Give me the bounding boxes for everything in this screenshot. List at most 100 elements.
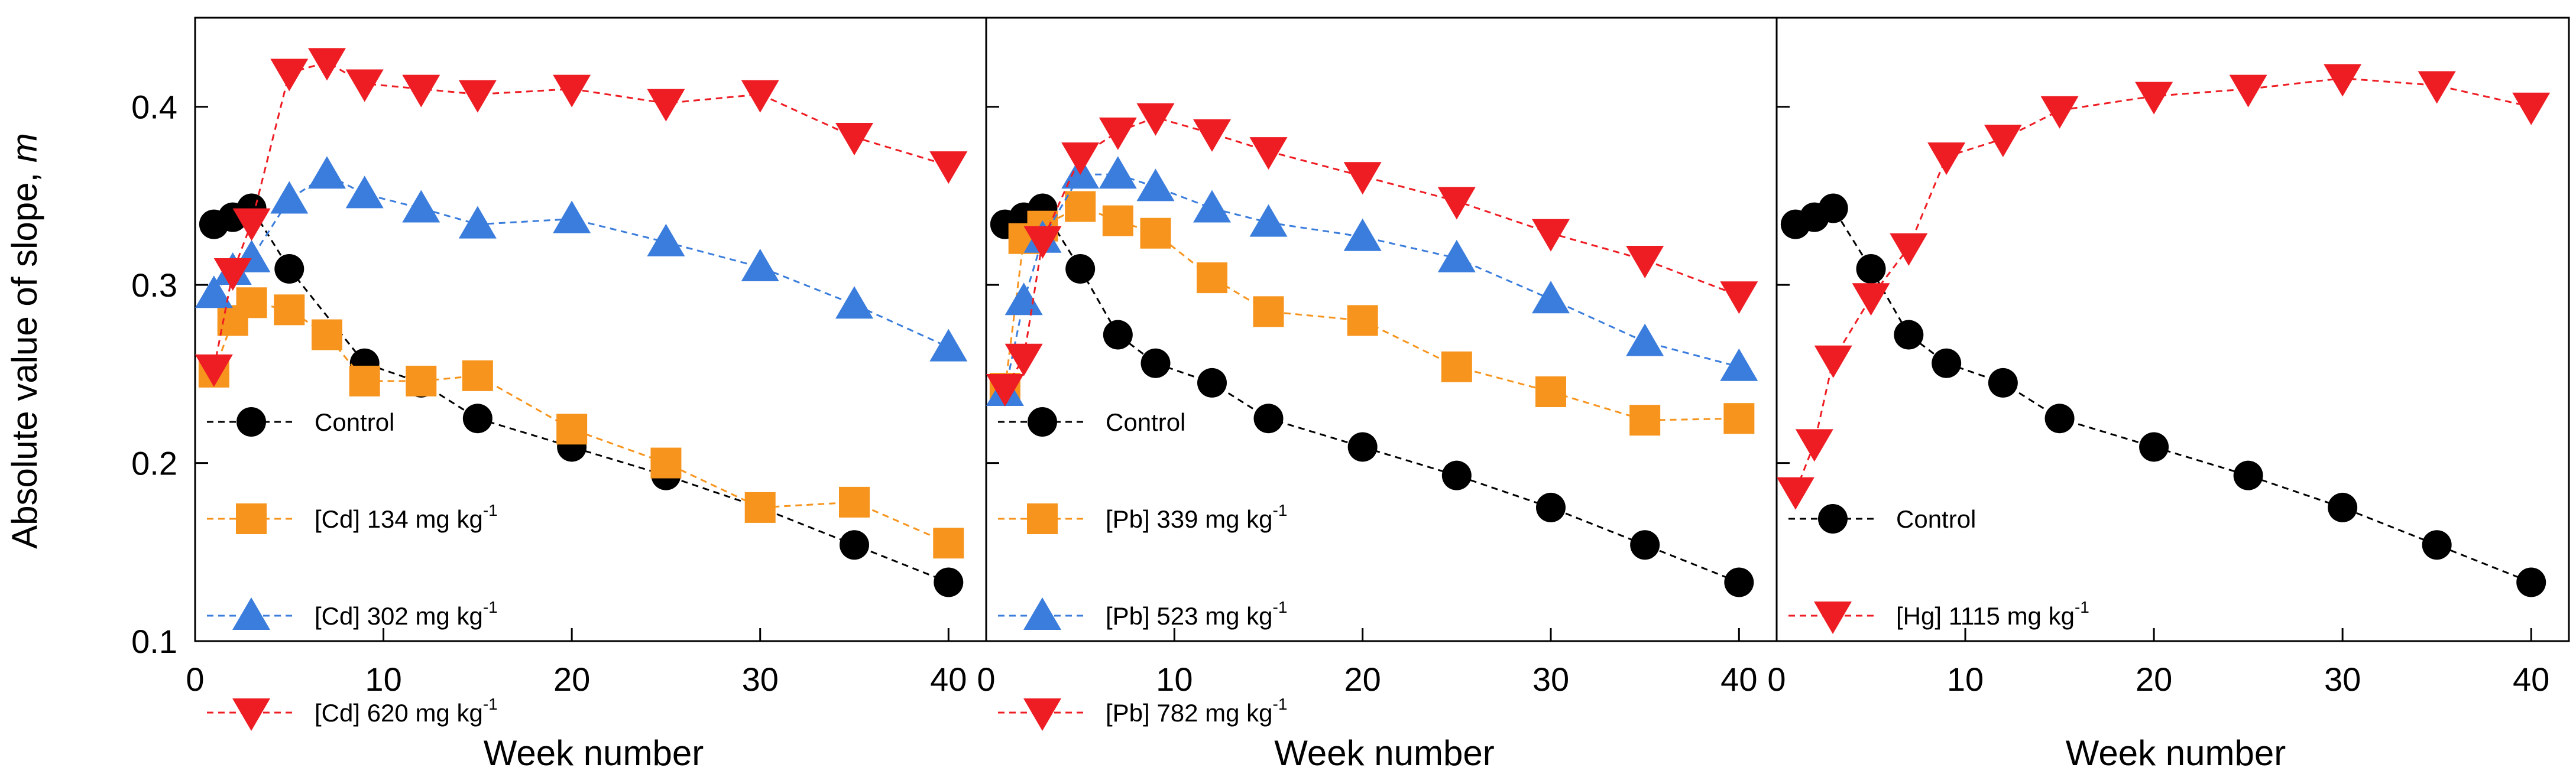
x-axis-title: Week number (1274, 733, 1494, 773)
legend-label: Control (315, 408, 394, 436)
data-point (1193, 190, 1231, 223)
legend-marker (236, 503, 267, 534)
legend-marker (1027, 503, 1058, 534)
chart-panels: 0 10 20 30 40 0.1 0.2 0.3 0.4 Week number Control [… (131, 17, 2570, 773)
y-tick-label: 0.4 (131, 89, 177, 126)
series-2 (195, 156, 968, 362)
data-point (1103, 320, 1133, 350)
data-point (195, 275, 233, 308)
legend-label: Control (1896, 505, 1976, 533)
x-tick-label: 10 (365, 661, 401, 698)
y-axis-title: Absolute value of slope, m (5, 133, 44, 549)
data-point (1065, 254, 1096, 284)
legend: Control [Cd] 134 mg kg-1 [Cd] 302 mg kg-1 [… (207, 407, 498, 731)
data-point (1099, 156, 1137, 189)
data-point (406, 365, 437, 396)
data-point (1437, 239, 1476, 272)
data-point (2139, 432, 2169, 462)
data-point (1852, 283, 1890, 316)
data-point (1814, 345, 1852, 378)
data-point (1932, 348, 1962, 378)
data-point (1890, 233, 1928, 266)
data-point (1193, 119, 1231, 152)
data-point (1724, 567, 1754, 597)
legend-marker (1818, 504, 1848, 534)
x-tick-label: 30 (1532, 661, 1569, 698)
legend-label: [Cd] 302 mg kg-1 (315, 598, 498, 630)
x-tick-label: 30 (742, 661, 779, 698)
series-line (1794, 77, 2532, 492)
data-point (1140, 217, 1171, 249)
data-point (840, 530, 869, 560)
series-3 (195, 48, 968, 387)
data-point (553, 200, 591, 233)
data-point (274, 294, 305, 326)
data-point (1249, 204, 1288, 237)
data-point (1630, 530, 1660, 560)
y-tick-label: 0.1 (131, 623, 177, 660)
plot-frame (1775, 17, 2570, 642)
data-point (1532, 219, 1570, 252)
data-point (1532, 281, 1570, 314)
legend-label: [Pb] 339 mg kg-1 (1106, 501, 1287, 533)
data-point (2044, 404, 2075, 434)
legend-label: [Pb] 782 mg kg-1 (1106, 695, 1287, 727)
x-tick-label: 0 (186, 661, 204, 698)
data-point (2229, 74, 2267, 108)
data-point (1136, 168, 1175, 201)
data-point (1347, 305, 1378, 336)
data-point (1023, 226, 1062, 259)
x-axis-title: Week number (484, 733, 704, 773)
data-point (1894, 320, 1924, 350)
data-point (1136, 103, 1175, 136)
data-point (402, 74, 440, 108)
data-point (556, 414, 588, 445)
data-point (929, 329, 968, 362)
data-point (2324, 64, 2362, 97)
data-point (213, 258, 252, 291)
data-point (650, 447, 682, 479)
data-point (1249, 137, 1288, 170)
data-point (1626, 323, 1664, 356)
data-point (647, 89, 685, 122)
legend-marker (1814, 602, 1852, 634)
data-point (934, 567, 964, 597)
data-point (308, 156, 346, 189)
data-point (236, 287, 267, 318)
panel-pb: 0 10 20 30 40 Week number Control [Pb] 339 mg k… (977, 17, 1778, 773)
data-point (986, 373, 1024, 407)
data-point (1856, 254, 1886, 284)
data-point (270, 58, 309, 92)
series-1 (198, 287, 964, 559)
data-point (1005, 343, 1043, 376)
data-point (402, 190, 440, 223)
x-tick-label: 10 (1947, 661, 1984, 698)
data-point (1536, 492, 1566, 522)
data-point (2422, 530, 2452, 560)
x-tick-label: 0 (977, 661, 995, 698)
data-point (835, 122, 873, 155)
x-tick-label: 40 (930, 661, 967, 698)
x-tick-label: 10 (1156, 661, 1193, 698)
data-point (458, 206, 497, 239)
data-point (741, 249, 779, 281)
data-point (1723, 403, 1755, 434)
data-point (1984, 124, 2022, 157)
x-tick-label: 40 (2513, 661, 2549, 698)
x-tick-label: 30 (2324, 661, 2361, 698)
data-point (2040, 96, 2079, 129)
data-point (270, 181, 309, 214)
data-point (1441, 351, 1472, 382)
data-point (1140, 348, 1171, 378)
data-point (1099, 117, 1137, 150)
series-0 (1780, 193, 2546, 597)
data-point (274, 254, 304, 284)
data-point (2233, 460, 2263, 490)
data-point (1197, 368, 1227, 398)
series-1 (1776, 64, 2551, 510)
data-point (458, 80, 497, 113)
x-tick-label: 20 (2136, 661, 2172, 698)
legend-marker (1023, 698, 1061, 731)
data-point (345, 175, 384, 209)
data-point (2512, 92, 2551, 125)
